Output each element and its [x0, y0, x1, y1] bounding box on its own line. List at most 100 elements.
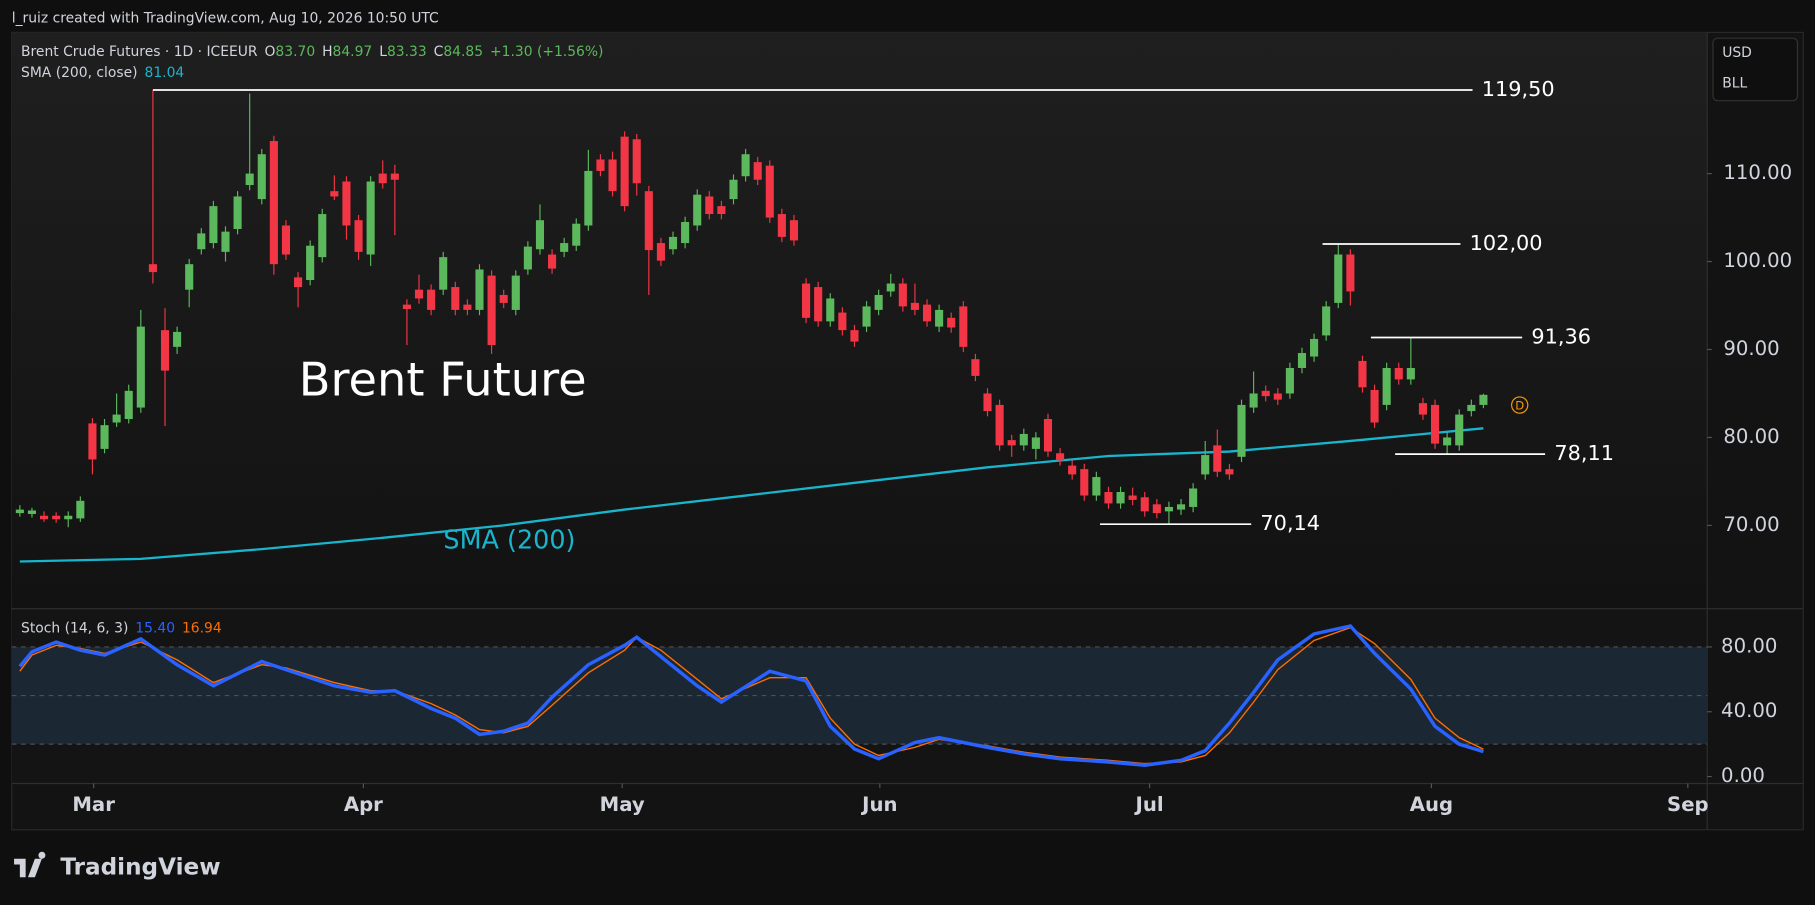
x-tick-label: Mar — [72, 793, 115, 816]
currency-box[interactable] — [1712, 37, 1799, 102]
brand: TradingView — [60, 854, 220, 880]
candle-body — [342, 181, 351, 226]
candle-body — [1261, 390, 1270, 397]
stoch-d-value: 16.94 — [182, 620, 222, 636]
candle-body — [1455, 414, 1464, 446]
candle-body — [1104, 491, 1113, 504]
candle-body — [1346, 254, 1355, 292]
candle-body — [160, 330, 170, 371]
candle-body — [1116, 491, 1125, 504]
legend-key: C — [434, 44, 444, 60]
candle-body — [765, 165, 774, 218]
candle-body — [959, 306, 968, 347]
sma-label: SMA (200, close) — [21, 65, 138, 81]
candle-body — [693, 194, 702, 226]
candle-body — [620, 136, 629, 207]
y-tick-label: 110.00 — [1723, 161, 1792, 184]
candle-body — [197, 233, 206, 250]
candle-body — [233, 196, 242, 229]
candle-body — [15, 509, 24, 514]
candle-body — [40, 515, 49, 520]
candle-body — [318, 214, 327, 258]
candle-body — [354, 220, 363, 252]
candle-body — [910, 302, 919, 310]
candle-body — [1043, 418, 1053, 452]
candle-body — [124, 390, 133, 419]
candle-body — [1297, 353, 1307, 368]
candle-body — [1237, 404, 1246, 457]
candle-body — [402, 304, 411, 310]
unit: BLL — [1722, 75, 1747, 91]
candle-body — [1019, 433, 1028, 446]
candle-body — [1467, 404, 1476, 412]
level-label: 119,50 — [1482, 77, 1555, 101]
candle-body — [221, 231, 230, 252]
candle-body — [1443, 437, 1452, 446]
candle-body — [898, 283, 907, 307]
candle-body — [1382, 367, 1391, 405]
marker-circle[interactable] — [1511, 396, 1529, 414]
x-tick-label: May — [600, 793, 645, 816]
candle-body — [475, 269, 484, 310]
candle-body — [572, 223, 581, 246]
candle-body — [584, 170, 593, 226]
price-pane — [11, 32, 1708, 608]
stoch-y-tick-label: 0.00 — [1721, 764, 1765, 787]
candle-body — [1007, 440, 1016, 446]
candle-body — [1068, 465, 1077, 475]
candle-body — [245, 173, 254, 186]
currency: USD — [1722, 45, 1752, 61]
candle-body — [548, 254, 557, 269]
legend-key: O — [265, 44, 276, 60]
stoch-label: Stoch (14, 6, 3) — [21, 620, 128, 636]
candle-body — [1273, 393, 1282, 400]
candle-body — [681, 221, 690, 244]
candle-body — [705, 196, 714, 215]
level-label: 78,11 — [1554, 441, 1614, 465]
candle-body — [1189, 488, 1198, 507]
candle-body — [596, 159, 605, 171]
candle-body — [922, 304, 932, 322]
candle-body — [306, 245, 315, 281]
candle-body — [414, 289, 424, 299]
candle-body — [390, 173, 399, 180]
candle-body — [632, 139, 641, 184]
logo-icon — [14, 851, 46, 878]
candle-body — [644, 191, 653, 251]
candle-body — [789, 220, 799, 241]
candle-body — [1031, 437, 1040, 449]
legend-value: 84.97 — [333, 44, 373, 60]
candle-body — [257, 154, 266, 200]
candle-body — [741, 154, 750, 177]
candle-body — [427, 289, 436, 310]
y-tick-label: 90.00 — [1723, 337, 1779, 360]
candle-body — [971, 359, 980, 376]
candle-body — [1322, 306, 1331, 336]
candle-body — [1285, 367, 1294, 394]
candle-body — [100, 425, 109, 449]
x-tick-label: Apr — [344, 793, 383, 816]
legend-key: L — [379, 44, 387, 60]
level-label: 70,14 — [1260, 511, 1320, 535]
candle-body — [1430, 404, 1440, 444]
candle-body — [76, 500, 85, 519]
candle-body — [511, 275, 520, 310]
y-tick-label: 70.00 — [1723, 513, 1779, 536]
candle-body — [1092, 477, 1101, 496]
candle-body — [826, 298, 835, 322]
candle-body — [886, 283, 895, 292]
sma-value: 81.04 — [145, 65, 185, 81]
candle-body — [1394, 367, 1403, 380]
candle-body — [729, 179, 738, 200]
candle-body — [1249, 393, 1258, 408]
candle-body — [269, 141, 278, 265]
candle-body — [112, 414, 121, 423]
candle-body — [64, 515, 73, 520]
candle-body — [1334, 254, 1343, 303]
candle-body — [777, 214, 786, 237]
candle-body — [802, 283, 811, 318]
candle-body — [935, 309, 944, 327]
y-tick-label: 100.00 — [1723, 249, 1792, 272]
candle-body — [487, 275, 496, 346]
